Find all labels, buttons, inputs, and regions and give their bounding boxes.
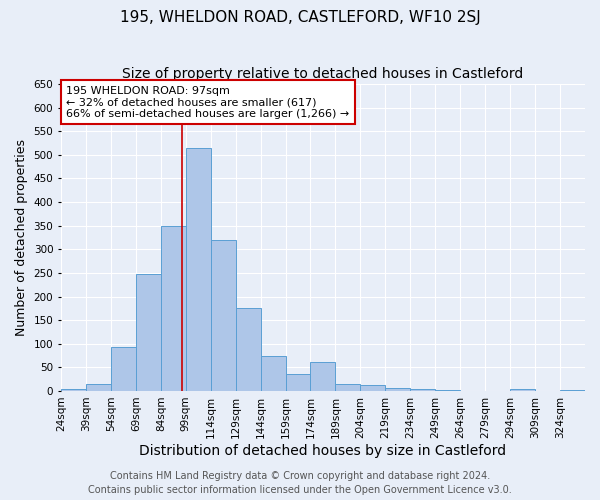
Bar bbox=[111, 347, 136, 391]
Bar bbox=[86, 384, 111, 391]
Bar bbox=[410, 389, 435, 391]
Y-axis label: Number of detached properties: Number of detached properties bbox=[15, 139, 28, 336]
Bar bbox=[161, 226, 186, 391]
Bar bbox=[286, 374, 310, 391]
Bar bbox=[186, 148, 211, 391]
X-axis label: Distribution of detached houses by size in Castleford: Distribution of detached houses by size … bbox=[139, 444, 506, 458]
Bar bbox=[510, 389, 535, 391]
Bar bbox=[560, 390, 585, 391]
Bar bbox=[61, 388, 86, 391]
Text: 195, WHELDON ROAD, CASTLEFORD, WF10 2SJ: 195, WHELDON ROAD, CASTLEFORD, WF10 2SJ bbox=[119, 10, 481, 25]
Bar bbox=[310, 362, 335, 391]
Title: Size of property relative to detached houses in Castleford: Size of property relative to detached ho… bbox=[122, 68, 524, 82]
Bar bbox=[211, 240, 236, 391]
Bar bbox=[260, 356, 286, 391]
Bar bbox=[335, 384, 361, 391]
Bar bbox=[385, 388, 410, 391]
Text: 195 WHELDON ROAD: 97sqm
← 32% of detached houses are smaller (617)
66% of semi-d: 195 WHELDON ROAD: 97sqm ← 32% of detache… bbox=[66, 86, 349, 119]
Bar bbox=[136, 274, 161, 391]
Bar bbox=[236, 308, 260, 391]
Bar bbox=[361, 385, 385, 391]
Text: Contains HM Land Registry data © Crown copyright and database right 2024.
Contai: Contains HM Land Registry data © Crown c… bbox=[88, 471, 512, 495]
